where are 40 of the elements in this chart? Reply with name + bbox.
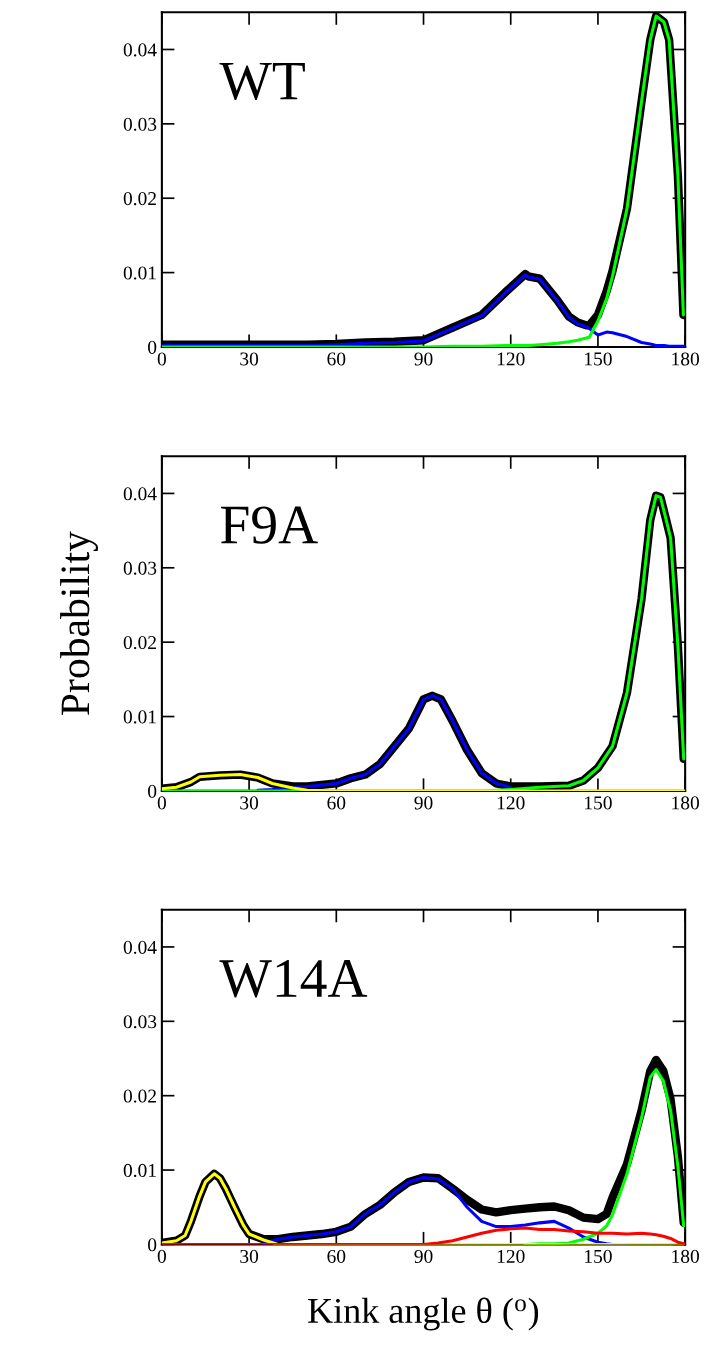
x-tick-label: 150 — [585, 1249, 612, 1263]
x-tick-label: 0 — [157, 1249, 166, 1263]
y-tick-label: 0 — [148, 784, 157, 798]
y-tick-label: 0.01 — [123, 710, 156, 724]
x-tick-label: 150 — [585, 352, 612, 366]
x-tick-label: 120 — [497, 352, 525, 366]
x-tick-label: 0 — [157, 796, 166, 810]
x-tick-label: 90 — [414, 352, 433, 366]
y-tick-label: 0.02 — [123, 635, 156, 650]
y-tick-label: 0.04 — [123, 487, 157, 501]
y-tick-label: 0.04 — [123, 940, 157, 954]
x-tick-label: 180 — [672, 1249, 699, 1263]
y-tick-label: 0.02 — [123, 192, 156, 206]
annotation: W14A — [219, 960, 368, 998]
x-tick-label: 90 — [414, 1249, 433, 1263]
x-tick-label: 30 — [240, 796, 259, 810]
x-tick-label: 120 — [497, 1249, 525, 1263]
y-tick-label: 0.03 — [123, 117, 157, 131]
y-tick-label: 0.02 — [123, 1089, 156, 1103]
x-tick-label: 30 — [240, 352, 259, 366]
y-tick-label: 0.03 — [123, 1015, 157, 1029]
x-tick-label: 150 — [585, 796, 612, 810]
y-tick-label: 0 — [148, 1238, 157, 1252]
x-tick-label: 30 — [240, 1249, 259, 1263]
x-tick-label: 180 — [672, 796, 699, 810]
x-tick-label: 60 — [327, 796, 346, 810]
x-tick-label: 90 — [414, 796, 433, 810]
y-axis-title: Probability — [60, 531, 98, 715]
x-tick-label: 0 — [157, 352, 166, 366]
y-tick-label: 0.03 — [123, 561, 157, 575]
x-tick-label: 60 — [327, 1249, 346, 1263]
y-tick-label: 0.04 — [123, 43, 157, 57]
x-tick-label: 60 — [327, 352, 346, 366]
y-tick-label: 0.01 — [123, 266, 156, 280]
y-tick-label: 0 — [148, 340, 157, 354]
x-tick-label: 180 — [672, 352, 699, 366]
annotation: F9A — [221, 506, 318, 544]
y-tick-label: 0.01 — [123, 1163, 156, 1178]
x-axis-title: Kink angle θ ($^{o}$) — [308, 1297, 539, 1331]
x-tick-label: 120 — [497, 796, 525, 810]
